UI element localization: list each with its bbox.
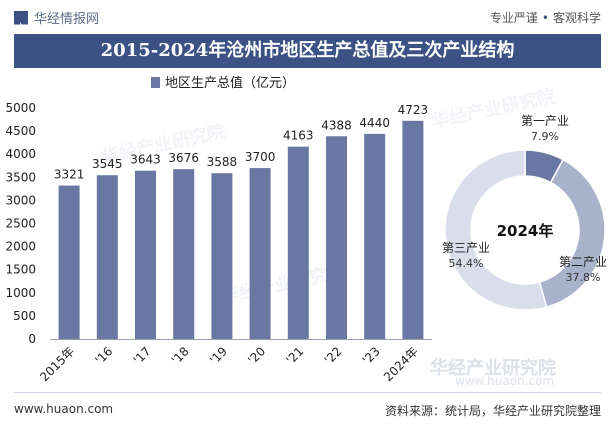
bar-series: 3321 3545 3643 3676 3588 3700 4163 4388 4440 4723 (54, 103, 429, 340)
footer-divider (14, 392, 601, 393)
brand-name: 华经情报网 (34, 12, 100, 27)
slogan-left: 专业严谨 (489, 11, 538, 25)
slogan-right: 客观科学 (552, 11, 601, 25)
y-tick-label: 4000 (5, 147, 36, 161)
donut-slice-name: 第三产业 (442, 241, 490, 255)
x-tick-label: '20 (245, 344, 268, 367)
donut-slice (444, 149, 548, 311)
footer-logo-site: www.huaon.com (455, 374, 555, 388)
x-tick-label: '19 (207, 344, 230, 367)
bar (211, 173, 233, 339)
slogan: 专业严谨 • 客观科学 (490, 9, 601, 26)
y-axis: 0 500 1000 1500 2000 2500 3000 3500 4000 4500 5000 (5, 101, 432, 346)
bar-value-label: 3545 (92, 157, 123, 171)
donut-center-label: 2024年 (497, 222, 554, 240)
footer-logo-name: 华经产业研究院 (430, 358, 556, 379)
bar-value-label: 4723 (398, 103, 429, 117)
bar-value-label: 4388 (321, 118, 352, 132)
x-tick-label: '17 (131, 344, 154, 367)
chart-canvas: 地区生产总值（亿元） 0 500 1000 1500 2000 2500 3000 3500 4… (5, 75, 607, 384)
x-tick-label: '16 (92, 344, 115, 367)
donut-slice-value: 7.9% (531, 130, 559, 143)
y-tick-label: 0 (28, 332, 36, 346)
chart-title: 2015-2024年沧州市地区生产总值及三次产业结构 (14, 34, 601, 68)
bar (135, 170, 156, 339)
bar (402, 120, 424, 340)
footer-site: www.huaon.com (14, 402, 114, 416)
x-tick-label: '22 (322, 344, 345, 367)
footer: www.huaon.com 资料来源：统计局，华经产业研究院整理 (0, 392, 615, 427)
bar-value-label: 3700 (245, 150, 276, 164)
legend-swatch (151, 77, 160, 88)
x-tick-label: 2024年 (381, 344, 421, 384)
y-tick-label: 2000 (5, 240, 36, 254)
bar-value-label: 3676 (168, 151, 199, 165)
y-tick-label: 500 (13, 309, 36, 323)
x-tick-label: '18 (169, 344, 192, 367)
top-bar: 华经情报网 专业严谨 • 客观科学 (0, 0, 615, 34)
bar-value-label: 4440 (359, 116, 390, 130)
bar (287, 146, 309, 339)
slogan-separator: • (541, 11, 549, 25)
donut-chart: 2024年 第一产业 7.9% 第二产业 37.8% 第三产业 54.4% (442, 114, 607, 311)
bar (249, 168, 271, 339)
bar-value-label: 4163 (283, 129, 314, 143)
x-tick-label: '21 (283, 344, 306, 367)
footer-source: 资料来源：统计局，华经产业研究院整理 (384, 404, 601, 418)
y-tick-label: 3500 (5, 170, 36, 184)
y-tick-label: 1000 (5, 286, 36, 300)
y-tick-label: 4500 (5, 124, 36, 138)
chart-legend: 地区生产总值（亿元） (151, 75, 295, 91)
bar (58, 185, 80, 339)
brand-logo-icon (14, 10, 28, 25)
donut-slice-value: 54.4% (449, 257, 484, 270)
bar (173, 169, 195, 339)
x-tick-label: '23 (360, 344, 383, 367)
bar (326, 136, 347, 339)
bar-value-label: 3321 (54, 168, 85, 182)
y-tick-label: 2500 (5, 217, 36, 231)
y-tick-label: 5000 (5, 101, 36, 115)
donut-slice-name: 第一产业 (521, 114, 569, 128)
donut-slice-name: 第二产业 (559, 255, 607, 269)
bar-value-label: 3643 (130, 153, 161, 167)
bar-value-label: 3588 (207, 155, 238, 169)
donut-slice-value: 37.8% (566, 271, 601, 284)
bar (96, 175, 118, 339)
x-tick-label: 2015年 (37, 344, 77, 384)
brand: 华经情报网 (14, 8, 99, 27)
y-tick-label: 3000 (5, 193, 36, 207)
legend-label: 地区生产总值（亿元） (165, 75, 295, 91)
bar (364, 133, 386, 339)
y-tick-label: 1500 (5, 263, 36, 277)
donut-slice (538, 158, 606, 308)
